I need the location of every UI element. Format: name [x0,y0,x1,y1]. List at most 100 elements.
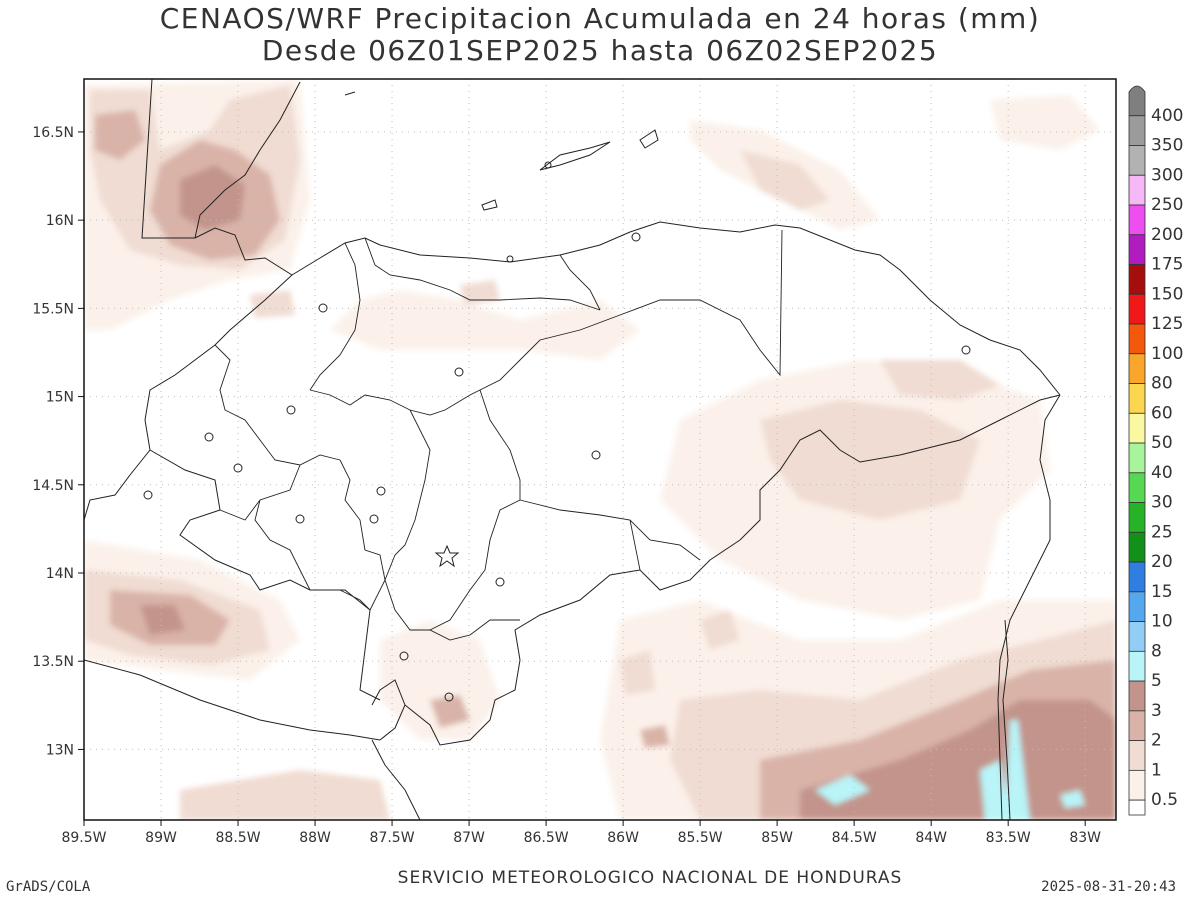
legend-label: 60 [1151,403,1173,423]
city-markers [143,161,971,702]
legend-label: 300 [1151,165,1183,185]
legend-label: 40 [1151,463,1173,483]
legend-swatch [1128,561,1146,593]
y-tick-label: 15N [46,390,74,406]
city-marker [444,692,454,702]
y-tick-label: 16.5N [32,125,74,141]
coastline-belize [194,81,301,239]
x-tick-label: 83W [1069,830,1101,846]
precip-area-central-1 [330,290,640,360]
legend-swatch [1128,264,1146,295]
city-marker [399,651,409,661]
legend-label: 100 [1151,344,1183,364]
city-marker [204,432,214,442]
legend-label: 200 [1151,225,1183,245]
footer-title: SERVICIO METEOROLOGICO NACIONAL DE HONDU… [397,868,903,888]
precip-area-central-3 [430,695,470,728]
precip-area-east-1b [880,360,1000,400]
map-title-line-1: CENAOS/WRF Precipitacion Acumulada en 24… [159,2,1041,35]
island-utila [481,199,498,211]
precip-area-scattered-3 [640,725,670,748]
footer-timestamp: 2025-08-31-20:43 [1041,879,1176,895]
city-marker [591,450,601,460]
department-boundaries [214,229,783,641]
x-tick-label: 84.5W [832,830,877,846]
x-tick-label: 86W [607,830,639,846]
x-tick-label: 85W [761,830,793,846]
y-tick-label: 14N [46,566,74,582]
border-honduras-nicaragua [404,394,1061,746]
x-tick-label: 88W [299,830,331,846]
precip-area-se-5d [1060,790,1085,808]
precip-area-scattered-5 [460,280,500,305]
legend-swatch [1128,591,1146,622]
legend-label: 175 [1151,255,1183,275]
legend-swatch [1128,145,1146,176]
precip-area-scattered-1 [700,610,740,650]
x-tick-label: 89W [145,830,177,846]
legend-swatch [1128,472,1146,503]
legend-swatch [1128,502,1146,533]
x-axis: 89.5W 89W 88.5W 88W 87.5W 87W 86.5W 86W 85.5W 85W… [61,820,1101,846]
legend-swatch [1128,234,1146,265]
footer-left: GrADS/COLA [6,879,91,895]
y-axis: 16.5N 16N 15.5N 15N 14.5N 14N 13.5N 13N [32,125,84,758]
city-marker [495,577,505,587]
legend-swatch [1128,204,1146,236]
coastline-nicaragua-pacific [371,739,421,820]
precip-area-north-offshore-1 [740,150,830,210]
precip-area-se-5a [815,775,870,805]
precip-area-se-3 [800,700,1116,820]
precip-area-central-2 [380,620,500,740]
legend-swatch [1128,740,1146,771]
x-tick-label: 89.5W [61,830,106,846]
precip-area-ne-offshore [990,95,1100,150]
precip-area-scattered-2 [620,650,655,695]
precip-area-sw-3 [140,605,185,635]
legend-label: 2 [1151,731,1162,751]
city-marker [506,255,514,263]
coastline-gulf-fonseca [371,679,406,741]
legend-swatch [1128,680,1146,712]
capital-star-icon [434,544,460,568]
city-marker [631,232,641,242]
legend-swatch [1128,621,1146,652]
y-tick-label: 13N [46,742,74,758]
legend-label: 3 [1151,701,1162,721]
legend-swatch [1128,293,1146,325]
legend-label: 25 [1151,522,1173,542]
y-tick-label: 13.5N [32,654,74,670]
coastline-pacific-west [84,659,381,741]
legend-label: 30 [1151,493,1173,513]
x-tick-label: 84W [915,830,947,846]
coastline-nicaragua-east [1002,619,1011,820]
precip-area-sw-coast [180,770,390,820]
precip-area-scattered-4 [250,290,295,318]
map-title-line-2: Desde 06Z01SEP2025 hasta 06Z02SEP2025 [261,34,939,67]
legend-top-cap [1128,85,1146,117]
legend-label: 1 [1151,760,1162,780]
x-tick-label: 87W [453,830,485,846]
legend-swatch [1128,769,1146,801]
legend-swatch [1128,531,1146,563]
city-marker [143,490,153,500]
coastline-honduras-north [291,221,1061,396]
legend-swatch [1128,383,1146,414]
coastline-gulf-honduras [194,227,293,276]
legend-label: 5 [1151,671,1162,691]
x-tick-label: 85.5W [678,830,723,846]
city-marker [544,161,552,169]
city-marker [961,345,971,355]
legend-label: 20 [1151,552,1173,572]
city-marker [369,514,379,524]
island-guanaja [639,129,659,149]
color-legend: 4003503002502001751501251008060504030252… [1128,85,1183,816]
legend-swatch [1128,323,1146,355]
precip-area-se-5b [980,760,1010,820]
island-swan [344,91,356,96]
city-marker [286,405,296,415]
legend-swatch-zero [1128,799,1146,816]
legend-label: 350 [1151,136,1183,156]
precip-area-nw-3 [180,165,245,230]
coastline-honduras-east [997,394,1061,820]
